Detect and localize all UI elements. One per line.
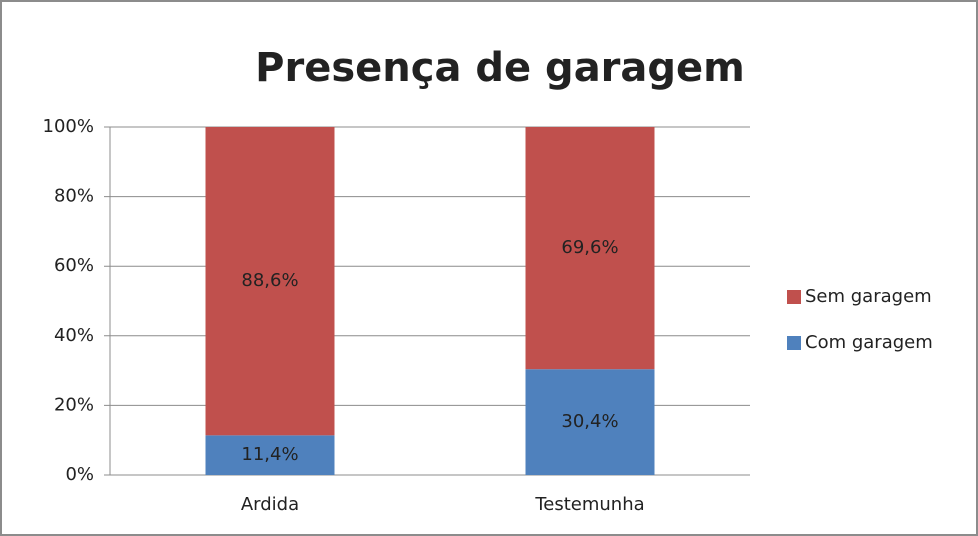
y-tick-label: 20% <box>54 394 94 415</box>
y-tick-label: 80% <box>54 186 94 207</box>
legend-swatch <box>787 336 801 350</box>
x-tick-label: Testemunha <box>534 494 644 515</box>
legend-label: Sem garagem <box>805 286 932 307</box>
x-tick-label: Ardida <box>241 494 299 515</box>
y-tick-label: 60% <box>54 255 94 276</box>
legend-swatch <box>787 290 801 304</box>
bar-segment <box>525 369 655 475</box>
data-label: 30,4% <box>561 411 618 432</box>
chart-title: Presença de garagem <box>255 45 745 91</box>
legend-label: Com garagem <box>805 332 933 353</box>
data-label: 11,4% <box>241 444 298 465</box>
y-tick-label: 0% <box>65 464 94 485</box>
data-label: 88,6% <box>241 270 298 291</box>
y-tick-label: 100% <box>43 116 94 137</box>
data-label: 69,6% <box>561 237 618 258</box>
bar-segment <box>205 127 335 436</box>
bar-segment <box>525 127 655 370</box>
y-tick-label: 40% <box>54 325 94 346</box>
bar-segment <box>205 435 335 475</box>
